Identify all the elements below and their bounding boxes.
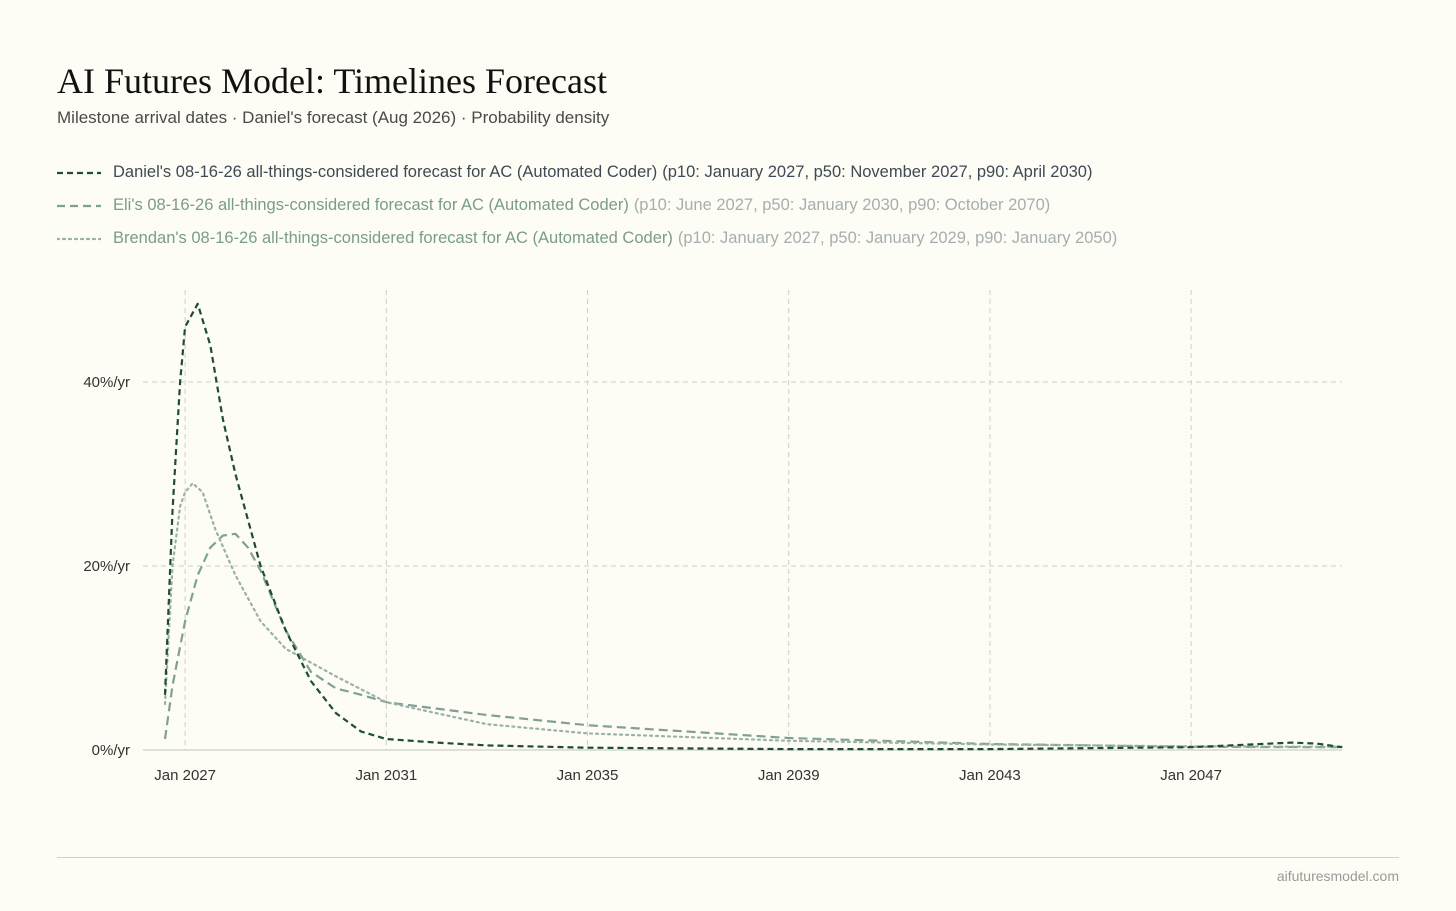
- y-tick-label: 0%/yr: [92, 742, 130, 759]
- chart-subtitle: Milestone arrival dates · Daniel's forec…: [57, 108, 610, 127]
- y-tick-label: 20%/yr: [83, 558, 130, 575]
- legend-stats-brendan: (p10: January 2027, p50: January 2029, p…: [677, 229, 1118, 247]
- footer-url[interactable]: aifuturesmodel.com: [1276, 868, 1399, 884]
- x-gridlines: [184, 290, 1192, 750]
- y-tick-label: 40%/yr: [83, 374, 130, 391]
- series-line-eli[interactable]: [163, 532, 1343, 749]
- x-tick-label: Jan 2047: [1160, 767, 1222, 784]
- chart-legend: Daniel's 08-16-26 all-things-considered …: [57, 156, 1117, 255]
- footer-divider: [57, 857, 1399, 858]
- x-tick-label: Jan 2031: [355, 767, 417, 784]
- x-tick-label: Jan 2039: [758, 767, 820, 784]
- legend-swatch-eli: [57, 204, 101, 207]
- legend-label-eli: Eli's 08-16-26 all-things-considered for…: [113, 196, 629, 214]
- density-chart: Jan 2027 Jan 2031 Jan 2035 Jan 2039 Jan 2043…: [83, 290, 1344, 784]
- y-axis-tick-labels: 0%/yr 20%/yr 40%/yr: [83, 374, 130, 759]
- legend-item-daniel[interactable]: Daniel's 08-16-26 all-things-considered …: [57, 156, 1117, 189]
- x-axis-tick-labels: Jan 2027 Jan 2031 Jan 2035 Jan 2039 Jan 2043…: [154, 767, 1222, 784]
- x-tick-label: Jan 2035: [557, 767, 619, 784]
- series-line-brendan[interactable]: [163, 482, 1344, 748]
- y-gridlines: [143, 381, 1342, 751]
- legend-stats-eli: (p10: June 2027, p50: January 2030, p90:…: [633, 196, 1051, 214]
- legend-label-daniel: Daniel's 08-16-26 all-things-considered …: [113, 163, 658, 181]
- legend-swatch-brendan: [57, 237, 101, 240]
- chart-title: AI Futures Model: Timelines Forecast: [57, 61, 607, 101]
- legend-stats-daniel: (p10: January 2027, p50: November 2027, …: [662, 163, 1093, 181]
- legend-item-brendan[interactable]: Brendan's 08-16-26 all-things-considered…: [57, 222, 1117, 255]
- legend-swatch-daniel: [57, 171, 101, 174]
- x-tick-label: Jan 2043: [959, 767, 1021, 784]
- series-lines: [163, 302, 1344, 751]
- legend-label-brendan: Brendan's 08-16-26 all-things-considered…: [113, 229, 673, 247]
- series-line-daniel[interactable]: [163, 302, 1343, 751]
- x-tick-label: Jan 2027: [154, 767, 216, 784]
- legend-item-eli[interactable]: Eli's 08-16-26 all-things-considered for…: [57, 189, 1117, 222]
